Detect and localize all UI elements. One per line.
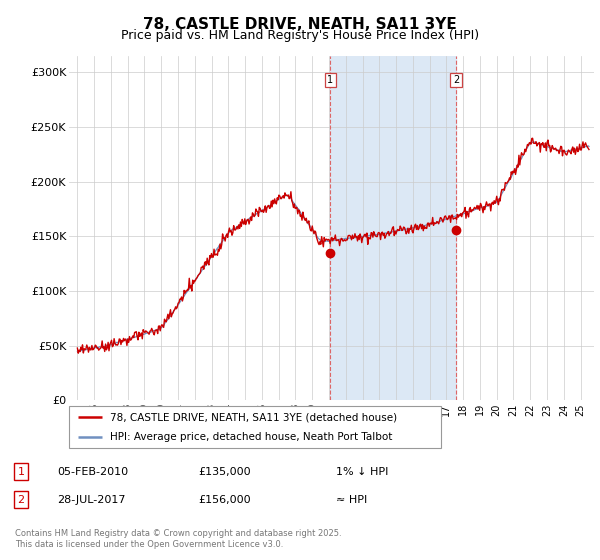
Text: ≈ HPI: ≈ HPI <box>336 494 367 505</box>
Text: 1: 1 <box>328 75 334 85</box>
Text: Price paid vs. HM Land Registry's House Price Index (HPI): Price paid vs. HM Land Registry's House … <box>121 29 479 42</box>
Text: 78, CASTLE DRIVE, NEATH, SA11 3YE (detached house): 78, CASTLE DRIVE, NEATH, SA11 3YE (detac… <box>110 412 397 422</box>
Text: 1: 1 <box>17 466 25 477</box>
Text: 2: 2 <box>453 75 459 85</box>
Bar <box>331 56 456 400</box>
Text: 1% ↓ HPI: 1% ↓ HPI <box>336 466 388 477</box>
Text: £135,000: £135,000 <box>198 466 251 477</box>
Text: 2: 2 <box>17 494 25 505</box>
Text: HPI: Average price, detached house, Neath Port Talbot: HPI: Average price, detached house, Neat… <box>110 432 392 442</box>
Text: 05-FEB-2010: 05-FEB-2010 <box>57 466 128 477</box>
Text: 78, CASTLE DRIVE, NEATH, SA11 3YE: 78, CASTLE DRIVE, NEATH, SA11 3YE <box>143 17 457 32</box>
Text: 28-JUL-2017: 28-JUL-2017 <box>57 494 125 505</box>
Text: Contains HM Land Registry data © Crown copyright and database right 2025.
This d: Contains HM Land Registry data © Crown c… <box>15 529 341 549</box>
FancyBboxPatch shape <box>69 406 441 448</box>
Text: £156,000: £156,000 <box>198 494 251 505</box>
